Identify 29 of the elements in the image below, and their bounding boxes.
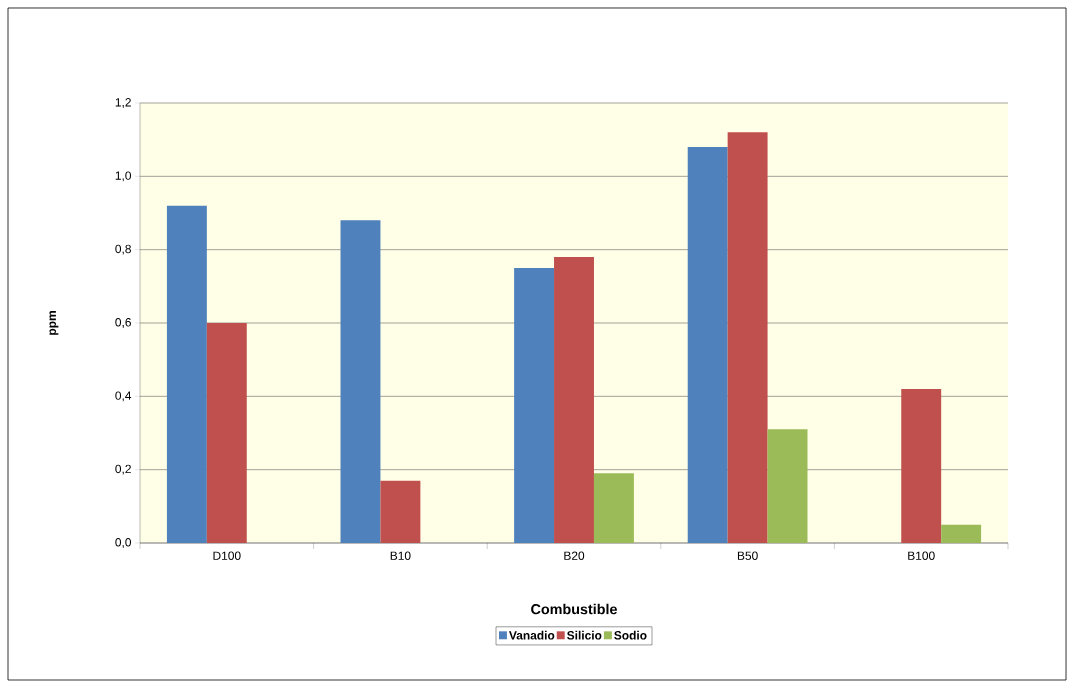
y-tick-label: 0,8	[115, 244, 131, 255]
bar	[593, 473, 634, 543]
x-tick-label: B20	[564, 551, 585, 560]
x-tick-label: B10	[390, 551, 411, 560]
bar	[514, 268, 555, 543]
bar	[380, 480, 421, 543]
x-axis-title: Combustible	[531, 603, 617, 615]
y-tick-label: 0,6	[115, 318, 131, 328]
y-tick-label: 0,2	[115, 464, 131, 475]
bar	[340, 220, 381, 543]
y-tick-label: 1,0	[115, 171, 132, 182]
bar	[767, 429, 808, 543]
bar	[687, 147, 728, 543]
y-axis-title: ppm	[49, 311, 59, 335]
bar	[727, 132, 768, 543]
x-tick-label: B100	[908, 551, 935, 560]
legend-label: Sodio	[614, 630, 647, 640]
x-tick-label: B50	[737, 551, 758, 560]
bar	[941, 524, 982, 543]
bar	[554, 257, 594, 543]
legend-label: Silicio	[567, 630, 602, 640]
bar	[206, 323, 247, 543]
y-tick-label: 0,0	[115, 538, 132, 548]
y-tick-label: 1,2	[115, 98, 131, 108]
x-tick-label: D100	[213, 551, 241, 560]
bar	[166, 205, 207, 543]
bar	[901, 389, 942, 543]
y-tick-label: 0,4	[115, 391, 132, 402]
legend-label: Vanadio	[509, 630, 555, 640]
